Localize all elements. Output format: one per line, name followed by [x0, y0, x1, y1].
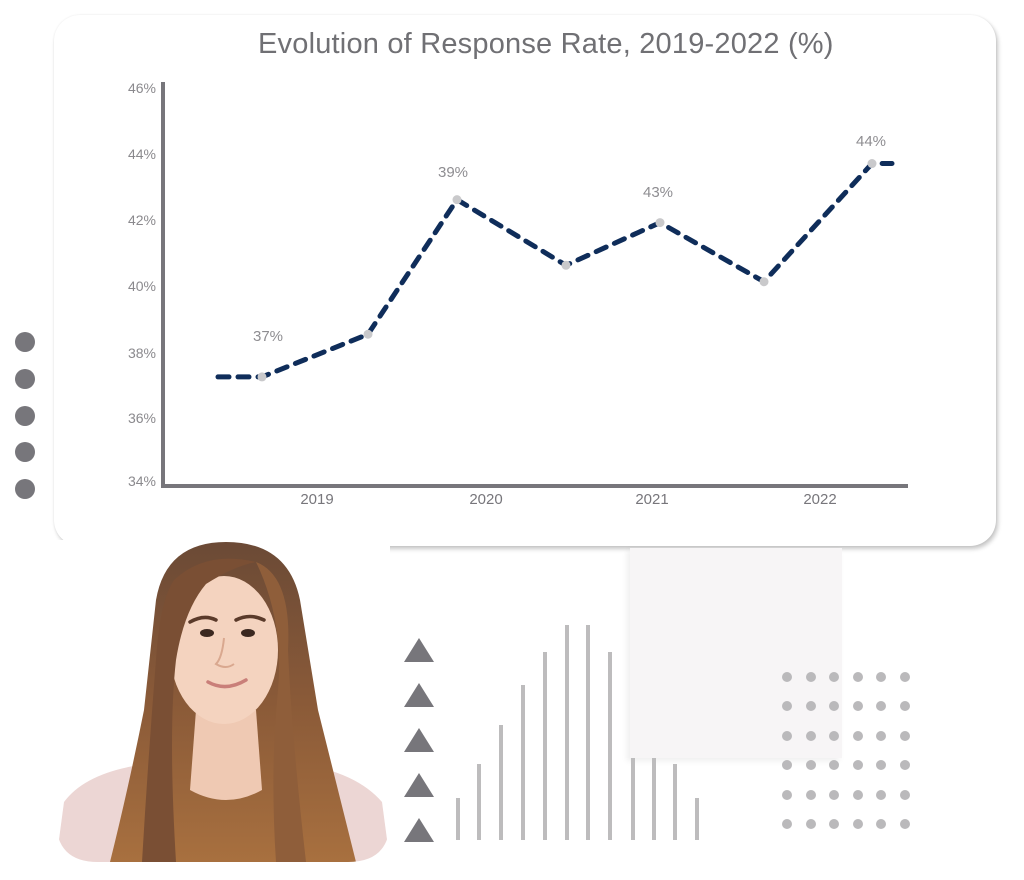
- data-point-marker: [759, 277, 769, 287]
- decor-grid-dot: [876, 672, 887, 682]
- decor-grid-dot: [805, 789, 816, 800]
- x-tick-label: 2021: [635, 491, 669, 508]
- decor-grid-dot: [876, 701, 887, 712]
- decor-grid-dot: [876, 730, 887, 741]
- decor-grid-dot: [900, 819, 910, 829]
- decor-grid-dot: [829, 701, 840, 712]
- decor-grid-dot: [876, 819, 887, 829]
- decor-dot: [15, 332, 35, 352]
- decor-dot: [15, 369, 35, 389]
- decor-grid-dot: [805, 730, 816, 741]
- decor-bar: [608, 652, 612, 840]
- y-tick-label: 46%: [127, 80, 156, 96]
- data-point-marker: [363, 329, 373, 339]
- decor-grid-dot: [805, 672, 816, 682]
- data-point-marker: [561, 260, 571, 270]
- decor-grid-dot: [829, 819, 840, 829]
- decor-panel: [630, 548, 842, 758]
- data-point-marker: [452, 195, 462, 205]
- decor-grid-dot: [829, 760, 840, 771]
- decor-bar: [456, 798, 460, 840]
- decor-grid-dot: [782, 672, 792, 682]
- decor-grid-dot: [782, 789, 792, 800]
- decor-triangle: [404, 773, 434, 797]
- decor-bar: [521, 685, 525, 840]
- decor-grid-dot: [900, 760, 910, 771]
- decor-grid-dot: [852, 789, 863, 800]
- decor-grid-dot: [876, 760, 887, 771]
- data-label: 37%: [252, 328, 284, 345]
- y-tick-label: 40%: [127, 278, 156, 294]
- decor-bar: [499, 725, 503, 840]
- decor-grid-dot: [852, 819, 863, 829]
- data-markers: [257, 159, 877, 382]
- decor-grid-dot: [829, 730, 840, 741]
- decor-triangle: [404, 728, 434, 752]
- decor-bar: [673, 764, 677, 840]
- y-tick-label: 44%: [127, 146, 156, 162]
- decor-grid-dot: [805, 760, 816, 771]
- decor-grid-dot: [876, 789, 887, 800]
- decor-grid-dot: [900, 789, 910, 800]
- x-tick-label: 2019: [300, 491, 334, 508]
- decor-bar: [695, 798, 699, 840]
- chart-card: [54, 15, 996, 546]
- decor-grid-dot: [829, 789, 840, 800]
- data-label: 44%: [855, 133, 887, 150]
- decor-bar: [631, 758, 635, 840]
- decor-grid-dot: [782, 701, 792, 712]
- person-photo: [56, 540, 390, 862]
- decor-grid-dot: [782, 819, 792, 829]
- decor-grid-dot: [900, 730, 910, 741]
- decor-dot: [15, 442, 35, 462]
- decor-grid-dot: [782, 760, 792, 771]
- y-tick-label: 34%: [127, 473, 156, 489]
- decor-triangle: [404, 638, 434, 662]
- data-label: 39%: [437, 164, 469, 181]
- x-tick-label: 2020: [469, 491, 503, 508]
- decor-dot: [15, 479, 35, 499]
- decor-grid-dot: [852, 701, 863, 712]
- data-point-marker: [867, 159, 877, 169]
- decor-dot: [15, 406, 35, 426]
- decor-grid-dot: [805, 701, 816, 712]
- decor-grid-dot: [782, 730, 792, 741]
- decor-grid-dot: [900, 672, 910, 682]
- response-rate-line: [215, 161, 895, 380]
- decor-triangle: [404, 683, 434, 707]
- decor-grid-dot: [852, 672, 863, 682]
- decor-grid-dot: [805, 819, 816, 829]
- data-label: 43%: [642, 184, 674, 201]
- data-point-marker: [655, 218, 665, 228]
- y-tick-label: 38%: [127, 345, 156, 361]
- chart-plot: [161, 82, 908, 488]
- data-point-marker: [257, 372, 267, 382]
- decor-bar: [652, 758, 656, 840]
- decor-bar: [586, 625, 590, 840]
- chart-title: Evolution of Response Rate, 2019-2022 (%…: [258, 28, 834, 60]
- y-tick-label: 42%: [127, 212, 156, 228]
- decor-bar: [477, 764, 481, 840]
- decor-grid-dot: [829, 672, 840, 682]
- decor-grid-dot: [852, 730, 863, 741]
- decor-bar: [565, 625, 569, 840]
- decor-grid-dot: [852, 760, 863, 771]
- decor-bar: [543, 652, 547, 840]
- x-tick-label: 2022: [803, 491, 837, 508]
- decor-grid-dot: [900, 701, 910, 712]
- y-tick-label: 36%: [127, 410, 156, 426]
- decor-triangle: [404, 818, 434, 842]
